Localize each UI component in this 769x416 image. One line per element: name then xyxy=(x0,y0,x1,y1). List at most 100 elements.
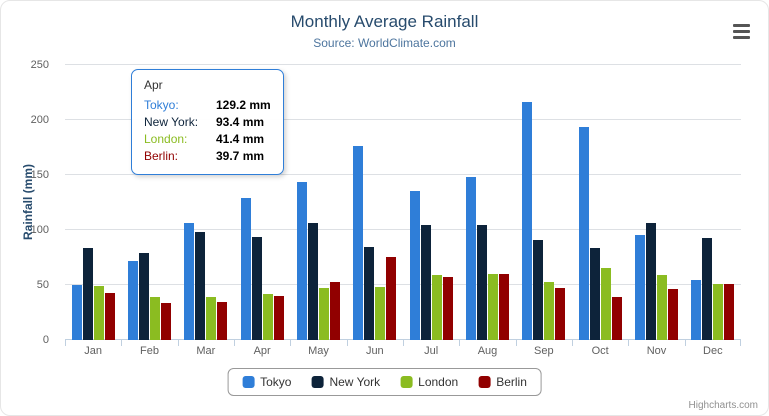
bar-tokyo-apr[interactable] xyxy=(240,197,251,340)
bar-new-york-apr[interactable] xyxy=(251,237,262,340)
bar-new-york-nov[interactable] xyxy=(645,222,656,340)
bar-tokyo-aug[interactable] xyxy=(465,176,476,340)
bar-berlin-jun[interactable] xyxy=(386,256,397,340)
bar-berlin-apr[interactable] xyxy=(273,296,284,340)
legend-item-tokyo[interactable]: Tokyo xyxy=(242,375,291,389)
bar-tokyo-mar[interactable] xyxy=(184,222,195,340)
legend-swatch-icon xyxy=(400,376,413,388)
legend-item-berlin[interactable]: Berlin xyxy=(478,375,527,389)
x-axis-tick xyxy=(65,340,66,346)
bar-london-jun[interactable] xyxy=(375,286,386,340)
tooltip-series-label: Tokyo: xyxy=(144,98,179,112)
bar-tokyo-nov[interactable] xyxy=(634,234,645,340)
gridline xyxy=(65,284,741,285)
bar-new-york-oct[interactable] xyxy=(589,248,600,340)
tooltip-row: Berlin: 39.7 mm xyxy=(144,148,271,165)
bar-new-york-jul[interactable] xyxy=(420,224,431,340)
y-axis-tick-label: 150 xyxy=(30,169,49,181)
bar-berlin-aug[interactable] xyxy=(498,273,509,340)
x-axis-tick xyxy=(234,340,235,346)
tooltip-series-value: 39.7 mm xyxy=(216,149,265,163)
legend-item-london[interactable]: London xyxy=(400,375,458,389)
tooltip: Apr Tokyo: 129.2 mm New York: 93.4 mm London… xyxy=(131,69,284,175)
bar-tokyo-may[interactable] xyxy=(296,181,307,340)
bar-berlin-feb[interactable] xyxy=(160,303,171,340)
hamburger-menu-icon[interactable] xyxy=(733,24,750,42)
tooltip-series-value: 129.2 mm xyxy=(216,98,271,112)
tooltip-series-label: New York: xyxy=(144,115,199,129)
bar-berlin-jan[interactable] xyxy=(104,293,115,340)
x-axis-labels: Jan Feb Mar Apr May Jun Jul Aug Sep Oct Nov Dec xyxy=(65,345,741,361)
bar-berlin-mar[interactable] xyxy=(217,302,228,340)
x-axis-tick-label: Feb xyxy=(140,345,159,357)
bar-tokyo-jul[interactable] xyxy=(409,190,420,340)
bar-berlin-may[interactable] xyxy=(329,282,340,340)
bar-tokyo-jun[interactable] xyxy=(353,146,364,340)
bar-london-may[interactable] xyxy=(318,288,329,340)
x-axis-tick-label: May xyxy=(308,345,329,357)
bar-group-feb xyxy=(121,65,177,340)
tooltip-header: Apr xyxy=(144,78,163,92)
tooltip-series-label: London: xyxy=(144,132,188,146)
bar-new-york-feb[interactable] xyxy=(138,253,149,340)
bar-london-jan[interactable] xyxy=(93,286,104,340)
y-axis-labels: 0 50 100 150 200 250 xyxy=(1,59,57,346)
bar-london-oct[interactable] xyxy=(600,268,611,340)
bar-london-apr[interactable] xyxy=(262,294,273,340)
bar-london-nov[interactable] xyxy=(656,274,667,340)
x-axis-tick-label: Aug xyxy=(477,345,498,357)
bar-new-york-jun[interactable] xyxy=(364,247,375,340)
bar-group-oct xyxy=(572,65,628,340)
bar-group-jul xyxy=(403,65,459,340)
bar-tokyo-dec[interactable] xyxy=(691,280,702,340)
bar-london-feb[interactable] xyxy=(149,297,160,340)
bar-tokyo-oct[interactable] xyxy=(578,126,589,340)
chart-title: Monthly Average Rainfall xyxy=(290,12,479,31)
bar-tokyo-jan[interactable] xyxy=(71,285,82,340)
x-axis-tick xyxy=(290,340,292,346)
bar-new-york-dec[interactable] xyxy=(702,238,713,340)
bar-london-aug[interactable] xyxy=(487,274,498,340)
bar-london-mar[interactable] xyxy=(206,296,217,340)
bar-berlin-sep[interactable] xyxy=(555,287,566,340)
tooltip-row: London: 41.4 mm xyxy=(144,131,271,148)
bar-new-york-mar[interactable] xyxy=(195,231,206,340)
bar-new-york-jan[interactable] xyxy=(82,248,93,340)
hamburger-line xyxy=(733,30,750,33)
x-axis-tick xyxy=(628,340,630,346)
bar-group-dec xyxy=(685,65,741,340)
x-axis-tick xyxy=(572,340,573,346)
bar-berlin-jul[interactable] xyxy=(442,276,453,340)
credits-link[interactable]: Highcharts.com xyxy=(688,400,758,411)
bar-group-nov xyxy=(628,65,684,340)
bar-berlin-dec[interactable] xyxy=(724,283,735,340)
legend-label: Berlin xyxy=(496,375,527,389)
x-axis-tick-label: Nov xyxy=(646,345,667,357)
bar-group-aug xyxy=(459,65,515,340)
legend: Tokyo New York London Berlin xyxy=(227,368,542,396)
bar-new-york-aug[interactable] xyxy=(476,225,487,340)
legend-swatch-icon xyxy=(311,376,324,388)
hamburger-line xyxy=(733,24,750,27)
x-axis-tick-label: Jun xyxy=(365,345,384,357)
x-axis-tick-label: Jul xyxy=(424,345,439,357)
x-axis-tick xyxy=(459,340,461,346)
bar-berlin-oct[interactable] xyxy=(611,297,622,340)
bar-new-york-may[interactable] xyxy=(307,223,318,340)
tooltip-row: New York: 93.4 mm xyxy=(144,114,271,131)
chart-subtitle: Source: WorldClimate.com xyxy=(313,36,456,50)
legend-item-new-york[interactable]: New York xyxy=(311,375,380,389)
bar-group-mar xyxy=(178,65,234,340)
bar-tokyo-feb[interactable] xyxy=(127,261,138,340)
bar-berlin-nov[interactable] xyxy=(667,288,678,340)
bar-london-sep[interactable] xyxy=(544,282,555,340)
x-axis-tick xyxy=(403,340,404,346)
bar-group-jun xyxy=(347,65,403,340)
bar-new-york-sep[interactable] xyxy=(533,239,544,340)
bar-london-dec[interactable] xyxy=(713,283,724,340)
y-axis-tick-label: 100 xyxy=(30,224,49,236)
bar-london-jul[interactable] xyxy=(431,275,442,340)
legend-label: Tokyo xyxy=(260,375,292,389)
bar-tokyo-sep[interactable] xyxy=(522,101,533,340)
